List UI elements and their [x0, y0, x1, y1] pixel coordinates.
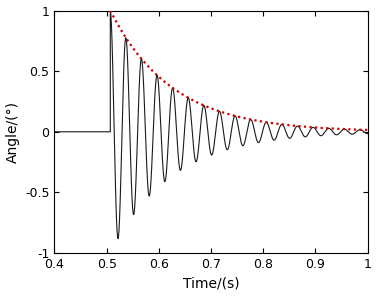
X-axis label: Time/(s): Time/(s) — [183, 276, 239, 290]
Y-axis label: Angle/(°): Angle/(°) — [6, 101, 20, 163]
